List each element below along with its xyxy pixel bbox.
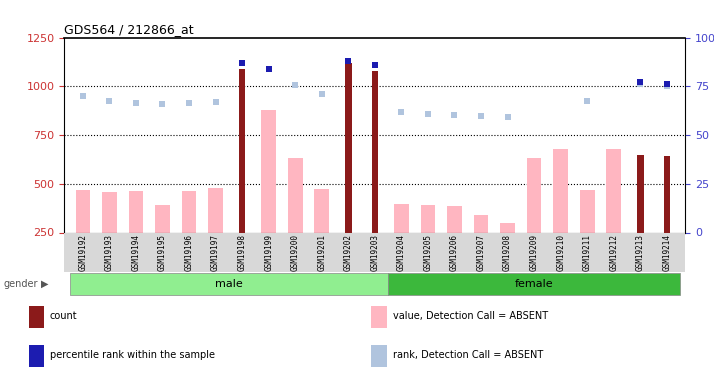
Bar [501,223,515,232]
Bar [102,192,116,232]
Text: GSM19208: GSM19208 [503,234,512,272]
Text: GSM19202: GSM19202 [344,234,353,272]
Bar [606,148,621,232]
Text: GSM19212: GSM19212 [609,234,618,272]
Text: rank, Detection Call = ABSENT: rank, Detection Call = ABSENT [393,350,543,360]
Bar [208,188,223,232]
Bar [663,156,670,232]
Bar [553,148,568,232]
Text: GSM19214: GSM19214 [663,234,671,272]
Bar [29,306,44,328]
Text: GSM19211: GSM19211 [583,234,592,272]
Text: GSM19192: GSM19192 [79,234,87,272]
Bar [288,158,303,232]
Text: GSM19204: GSM19204 [397,234,406,272]
Bar [637,154,643,232]
Text: GSM19201: GSM19201 [317,234,326,272]
Bar [69,273,388,295]
Text: GSM19206: GSM19206 [450,234,459,272]
Text: GSM19203: GSM19203 [371,234,379,272]
Bar [527,158,541,232]
Bar [580,190,595,232]
Bar [371,345,387,367]
Text: GDS564 / 212866_at: GDS564 / 212866_at [64,23,194,36]
Bar [261,110,276,232]
Bar [314,189,329,232]
Text: GSM19205: GSM19205 [423,234,433,272]
Bar [345,63,351,232]
Text: GSM19198: GSM19198 [238,234,246,272]
Text: GSM19213: GSM19213 [635,234,645,272]
Bar [421,205,436,232]
Bar [239,69,246,232]
Bar [371,306,387,328]
Text: GSM19200: GSM19200 [291,234,300,272]
Bar [155,205,170,232]
Text: gender: gender [4,279,38,289]
Bar [76,190,90,232]
Bar [29,345,44,367]
Text: GSM19209: GSM19209 [530,234,538,272]
Text: GSM19197: GSM19197 [211,234,220,272]
Bar [394,204,408,232]
Bar [473,215,488,232]
Text: GSM19196: GSM19196 [184,234,193,272]
Text: GSM19199: GSM19199 [264,234,273,272]
Text: GSM19195: GSM19195 [158,234,167,272]
Text: GSM19194: GSM19194 [131,234,141,272]
Bar [388,273,680,295]
Text: GSM19210: GSM19210 [556,234,565,272]
Bar [129,190,144,232]
Bar [182,190,196,232]
Text: percentile rank within the sample: percentile rank within the sample [50,350,215,360]
Bar [447,206,462,232]
Bar [371,70,378,232]
Text: value, Detection Call = ABSENT: value, Detection Call = ABSENT [393,311,548,321]
Text: count: count [50,311,78,321]
Text: ▶: ▶ [41,279,48,289]
Text: GSM19207: GSM19207 [476,234,486,272]
Text: male: male [215,279,243,289]
Text: female: female [515,279,553,289]
Text: GSM19193: GSM19193 [105,234,114,272]
